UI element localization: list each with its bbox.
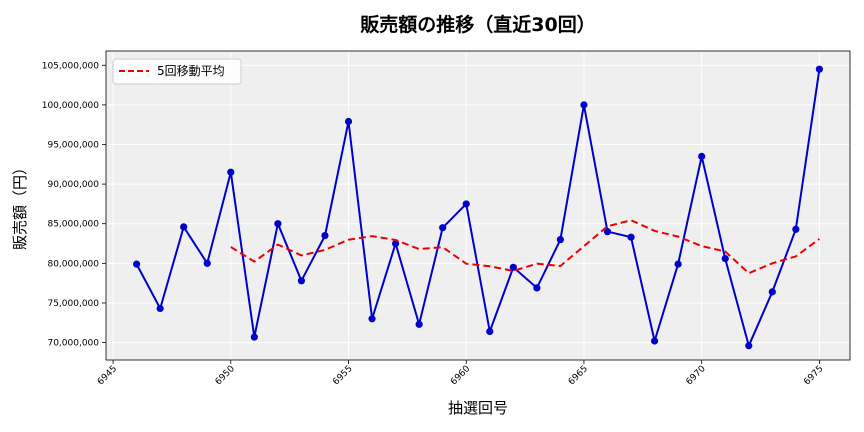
y-tick-label: 70,000,000 — [47, 339, 99, 349]
legend-box — [112, 58, 242, 85]
sales-point — [650, 337, 659, 345]
x-tick-label: 6970 — [685, 364, 708, 387]
y-tick-label: 90,000,000 — [47, 180, 99, 190]
sales-point — [603, 228, 612, 236]
sales-point — [133, 260, 141, 268]
y-axis-title: 販売額（円） — [11, 160, 29, 250]
sales-point — [156, 304, 164, 313]
sales-point — [556, 235, 565, 244]
sales-point — [180, 223, 188, 231]
y-tick-label: 105,000,000 — [42, 61, 100, 71]
sales-point — [674, 260, 682, 268]
x-axis-title: 抽選回号 — [448, 399, 508, 417]
legend-label-moving-average: 5回移動平均 — [157, 64, 225, 78]
sales-point — [462, 200, 470, 208]
sales-point — [439, 224, 447, 232]
y-tick-label: 100,000,000 — [42, 101, 100, 111]
x-tick-label: 6960 — [449, 364, 472, 387]
sales-point — [486, 327, 494, 336]
series-layer — [133, 65, 823, 350]
sales-point — [745, 342, 753, 350]
x-tick-label: 6950 — [214, 364, 237, 387]
plot-frame — [105, 50, 851, 361]
y-tick-label: 80,000,000 — [47, 259, 99, 269]
sales-point — [792, 225, 800, 233]
moving-average-line — [230, 219, 820, 275]
sales-point — [274, 220, 282, 228]
sales-point — [580, 101, 588, 109]
y-tick-label: 85,000,000 — [47, 220, 99, 230]
sales-point — [533, 284, 541, 292]
sales-point — [203, 259, 211, 267]
sales-point — [368, 315, 376, 323]
sales-point — [297, 277, 306, 285]
plot-background — [106, 51, 850, 360]
sales-point — [509, 263, 517, 271]
legend: 5回移動平均 — [112, 58, 242, 85]
x-tick-label: 6975 — [802, 364, 825, 387]
x-tick-label: 6955 — [331, 364, 354, 387]
sales-point — [815, 65, 823, 73]
x-tick-label: 6945 — [96, 364, 119, 387]
y-tick-label: 75,000,000 — [47, 299, 99, 309]
sales-point — [698, 152, 706, 160]
sales-point — [227, 168, 235, 176]
sales-point — [768, 288, 776, 296]
sales-point — [250, 333, 258, 341]
sales-point — [627, 233, 635, 241]
y-tick-label: 95,000,000 — [47, 140, 99, 150]
sales-point — [321, 232, 329, 240]
sales-point — [721, 254, 729, 263]
sales-point — [344, 117, 353, 126]
sales-line — [135, 69, 821, 349]
x-tick-label: 6965 — [567, 364, 590, 387]
sales-point — [415, 320, 423, 328]
axes: 6945 6950 6955 6960 6965 6970 6975 70,000,000 75… — [42, 50, 851, 387]
chart-title: 販売額の推移（直近30回） — [360, 13, 595, 36]
